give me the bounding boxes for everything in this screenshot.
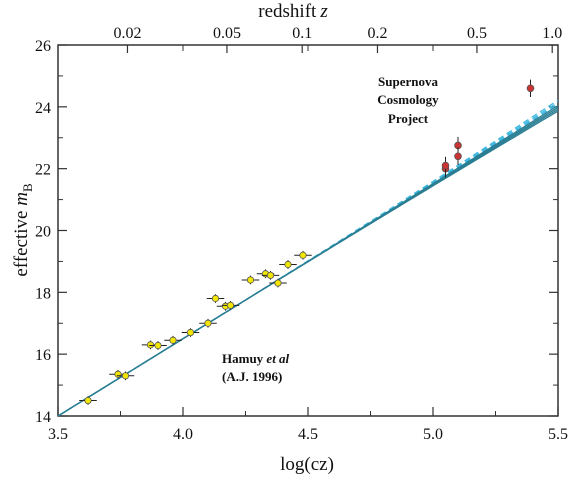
- scp-point: [454, 147, 462, 165]
- x-tick-label: 3.5: [48, 426, 68, 443]
- data-marker: [226, 301, 235, 309]
- scp-point: [441, 156, 450, 175]
- x-tick-label: 5.0: [423, 426, 443, 443]
- hamuy-point: [116, 371, 135, 381]
- hamuy-point: [221, 300, 240, 310]
- data-marker: [526, 84, 535, 93]
- hamuy-point: [79, 396, 97, 405]
- y-tick-label: 22: [35, 162, 51, 179]
- ticks-group: 3.5 4.0 4.5 5.0 5.5 14 16 18 20 22 24 26 0.02 0.05 0.1…: [35, 25, 568, 443]
- data-marker: [299, 251, 307, 259]
- y-tick-label: 24: [35, 100, 51, 117]
- hamuy-point: [269, 278, 287, 288]
- scp-label-line3: Project: [388, 111, 429, 126]
- data-marker: [169, 336, 177, 344]
- scp-point: [526, 79, 535, 97]
- redshift-tick-label: 0.02: [113, 25, 141, 42]
- y-tick-label: 16: [35, 347, 51, 364]
- hamuy-label-line1: Hamuy et al: [222, 351, 290, 366]
- hamuy-point: [149, 341, 167, 350]
- y-tick-label: 14: [35, 409, 51, 426]
- redshift-tick-label: 0.2: [367, 25, 387, 42]
- hamuy-point: [164, 335, 182, 345]
- plot-frame: [57, 44, 559, 417]
- data-marker: [441, 161, 450, 170]
- plot-area-border: [57, 44, 559, 417]
- data-marker: [114, 370, 122, 378]
- data-marker: [84, 396, 92, 405]
- hamuy-point: [261, 271, 280, 280]
- hamuy-point: [181, 328, 200, 337]
- scp-label-line1: Supernova: [378, 74, 438, 89]
- redshift-tick-label: 1.0: [542, 25, 562, 42]
- y-tick-label: 20: [35, 224, 51, 241]
- data-marker: [204, 319, 212, 327]
- y-tick-label: 26: [35, 38, 51, 55]
- x-tick-label: 4.5: [298, 426, 318, 443]
- y-axis-title: effective mB: [11, 183, 35, 277]
- hamuy-point: [279, 260, 297, 269]
- hamuy-label-line2: (A.J. 1996): [222, 369, 282, 384]
- data-marker: [266, 271, 275, 279]
- scp-label-line2: Cosmology: [377, 92, 439, 107]
- model-curve-dashed: [57, 99, 559, 417]
- hamuy-point: [206, 294, 225, 303]
- x-tick-label: 4.0: [173, 426, 193, 443]
- y-tick-label: 18: [35, 285, 51, 302]
- data-marker: [284, 260, 292, 269]
- data-marker: [154, 341, 162, 350]
- x-axis-title: log(cz): [280, 454, 334, 475]
- hamuy-point: [241, 275, 260, 285]
- x-tick-label: 5.5: [548, 426, 568, 443]
- data-marker: [146, 341, 155, 349]
- hamuy-point: [294, 250, 312, 260]
- data-marker: [274, 279, 282, 287]
- data-marker: [186, 328, 195, 337]
- redshift-tick-label: 0.1: [292, 25, 312, 42]
- data-marker: [211, 294, 220, 303]
- data-points: [79, 79, 535, 405]
- data-marker: [121, 372, 130, 380]
- hamuy-point: [199, 318, 217, 328]
- model-curve-solid: [57, 110, 559, 417]
- redshift-tick-label: 0.05: [213, 25, 241, 42]
- data-marker: [454, 152, 462, 161]
- redshift-tick-label: 0.5: [467, 25, 487, 42]
- top-axis-title: redshift z: [258, 1, 328, 22]
- data-marker: [246, 276, 255, 284]
- model-curves: [57, 99, 559, 417]
